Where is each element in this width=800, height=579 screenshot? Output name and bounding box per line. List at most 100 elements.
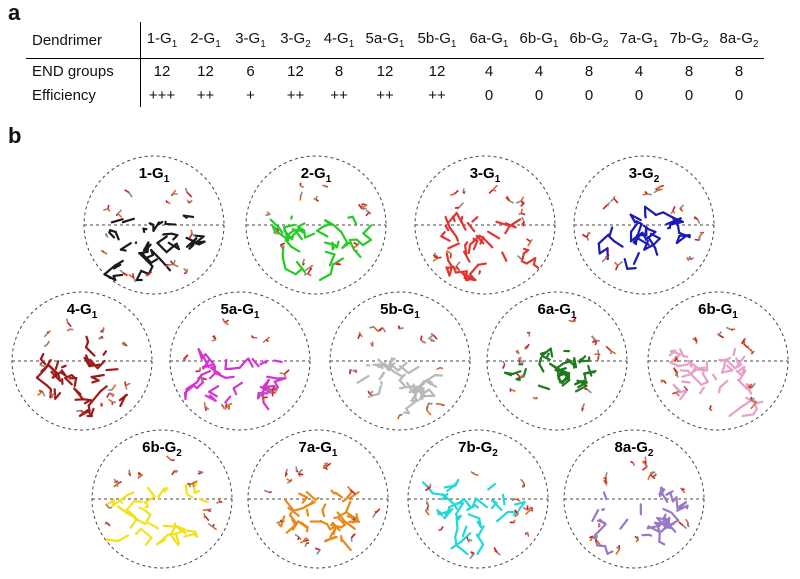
dendrimer-name-cell: 1-G1 <box>141 22 183 59</box>
structure-label: 6a-G1 <box>538 301 577 321</box>
end-groups-value: 12 <box>287 62 304 80</box>
structure-label: 7a-G1 <box>299 439 338 459</box>
generation-subscript: 1 <box>450 39 457 50</box>
end-groups-value: 8 <box>734 62 744 80</box>
structure-label: 1-G1 <box>139 165 170 185</box>
efficiency-value: ++ <box>428 86 446 104</box>
dendrimer-name: 7b-G <box>669 30 703 47</box>
end-groups-value: 12 <box>197 62 214 80</box>
efficiency-value: ++ <box>330 86 348 104</box>
end-groups-value: 4 <box>484 62 494 80</box>
generation-subscript: 1 <box>502 39 509 50</box>
dendrimer-name-cell: 7a-G1 <box>614 22 664 59</box>
dendrimer-structure: 8a-G2 <box>563 429 705 569</box>
dendrimer-name: 7a-G <box>619 30 653 47</box>
dendrimer-name: 3-G <box>280 30 306 47</box>
end-groups-value: 8 <box>684 62 694 80</box>
dendrimer-structure: 1-G1 <box>83 155 225 295</box>
molecule-skeleton <box>100 187 206 283</box>
dendrimer-name-cell: 5b-G1 <box>410 22 464 59</box>
generation-subscript: 1 <box>652 39 659 50</box>
efficiency-row: Efficiency +++ ++ + ++ ++ ++ ++ 0 0 0 0 0 0 <box>26 83 764 107</box>
end-groups-value: 6 <box>246 62 255 80</box>
molecule-skeleton <box>104 455 223 547</box>
end-groups-value: 8 <box>584 62 594 80</box>
generation-subscript: 1 <box>398 39 405 50</box>
dendrimer-structure: 4-G1 <box>11 291 153 431</box>
generation-subscript: 2 <box>752 39 759 50</box>
dendrimer-structure: 6a-G1 <box>486 291 628 431</box>
row-header-end-groups: END groups <box>32 62 114 80</box>
end-groups-value: 4 <box>534 62 544 80</box>
efficiency-value: 0 <box>734 86 744 104</box>
dendrimer-name: 1-G <box>146 30 172 47</box>
efficiency-value: 0 <box>484 86 494 104</box>
molecule-skeleton <box>182 318 290 412</box>
structure-label: 2-G1 <box>301 165 332 185</box>
generation-subscript: 2 <box>305 39 311 50</box>
structure-label: 3-G2 <box>629 165 660 185</box>
dendrimer-name: 4-G <box>323 30 349 47</box>
efficiency-value: +++ <box>148 86 176 104</box>
structure-label: 5b-G1 <box>380 301 420 321</box>
molecule-skeleton <box>502 316 617 412</box>
structure-label: 6b-G1 <box>698 301 738 321</box>
end-groups-value: 12 <box>428 62 446 80</box>
dendrimer-name: 8a-G <box>719 30 753 47</box>
efficiency-value: 0 <box>684 86 694 104</box>
structure-label: 6b-G2 <box>142 439 182 459</box>
dendrimer-name-cell: 3-G2 <box>273 22 318 59</box>
generation-subscript: 1 <box>171 39 178 50</box>
molecule-skeleton <box>660 326 764 418</box>
dendrimer-structure: 3-G1 <box>414 155 556 295</box>
column-separator <box>140 22 141 59</box>
efficiency-value: + <box>246 86 255 104</box>
molecule-skeleton <box>265 182 373 282</box>
dendrimer-name: 5a-G <box>365 30 399 47</box>
dendrimer-table: Dendrimer 1-G1 2-G1 3-G1 3-G2 4-G1 5a-G1 5b-G1… <box>26 22 764 107</box>
row-header-dendrimer: Dendrimer <box>26 22 141 59</box>
end-groups-value: 8 <box>334 62 344 80</box>
panel-a-label: a <box>8 0 21 25</box>
structure-label: 5a-G1 <box>221 301 260 321</box>
dendrimer-name-cell: 6a-G1 <box>464 22 514 59</box>
dendrimer-name-cell: 6b-G2 <box>564 22 614 59</box>
molecule-skeleton <box>349 325 445 420</box>
end-groups-value: 12 <box>153 62 171 80</box>
dendrimer-name: 5b-G <box>417 30 451 47</box>
dendrimer-name: 3-G <box>235 30 261 47</box>
molecule-skeleton <box>432 184 540 282</box>
generation-subscript: 2 <box>602 39 609 50</box>
dendrimer-structure: 7b-G2 <box>407 429 549 569</box>
structure-label: 7b-G2 <box>458 439 498 459</box>
dendrimer-structure: 7a-G1 <box>247 429 389 569</box>
efficiency-value: ++ <box>196 86 215 104</box>
molecule-skeleton <box>35 318 131 418</box>
dendrimer-structure: 3-G2 <box>573 155 715 295</box>
efficiency-value: ++ <box>286 86 305 104</box>
structure-label: 8a-G2 <box>615 439 654 459</box>
structure-label: 3-G1 <box>470 165 501 185</box>
dendrimer-name-cell: 7b-G2 <box>664 22 714 59</box>
dendrimer-structure: 5a-G1 <box>169 291 311 431</box>
end-groups-row: END groups 12 12 6 12 8 12 12 4 4 8 4 8 8 <box>26 58 764 83</box>
header-row: Dendrimer 1-G1 2-G1 3-G1 3-G2 4-G1 5a-G1 5b-G1… <box>26 22 764 59</box>
dendrimer-name: 6b-G <box>519 30 553 47</box>
generation-subscript: 1 <box>348 39 355 50</box>
molecule-skeleton <box>263 462 381 555</box>
dendrimer-name-cell: 3-G1 <box>228 22 273 59</box>
molecule-skeleton <box>421 470 534 560</box>
end-groups-value: 4 <box>634 62 644 80</box>
dendrimer-structure: 5b-G1 <box>329 291 471 431</box>
dendrimer-name-cell: 2-G1 <box>183 22 228 59</box>
end-groups-value: 12 <box>376 62 394 80</box>
dendrimer-name: 2-G <box>190 30 216 47</box>
column-separator <box>140 83 141 107</box>
dendrimer-name-cell: 6b-G1 <box>514 22 564 59</box>
dendrimer-name: 6a-G <box>469 30 503 47</box>
structure-label: 4-G1 <box>67 301 98 321</box>
dendrimer-structure: 2-G1 <box>245 155 387 295</box>
dendrimer-name-cell: 8a-G2 <box>714 22 764 59</box>
dendrimer-structure: 6b-G1 <box>647 291 789 431</box>
